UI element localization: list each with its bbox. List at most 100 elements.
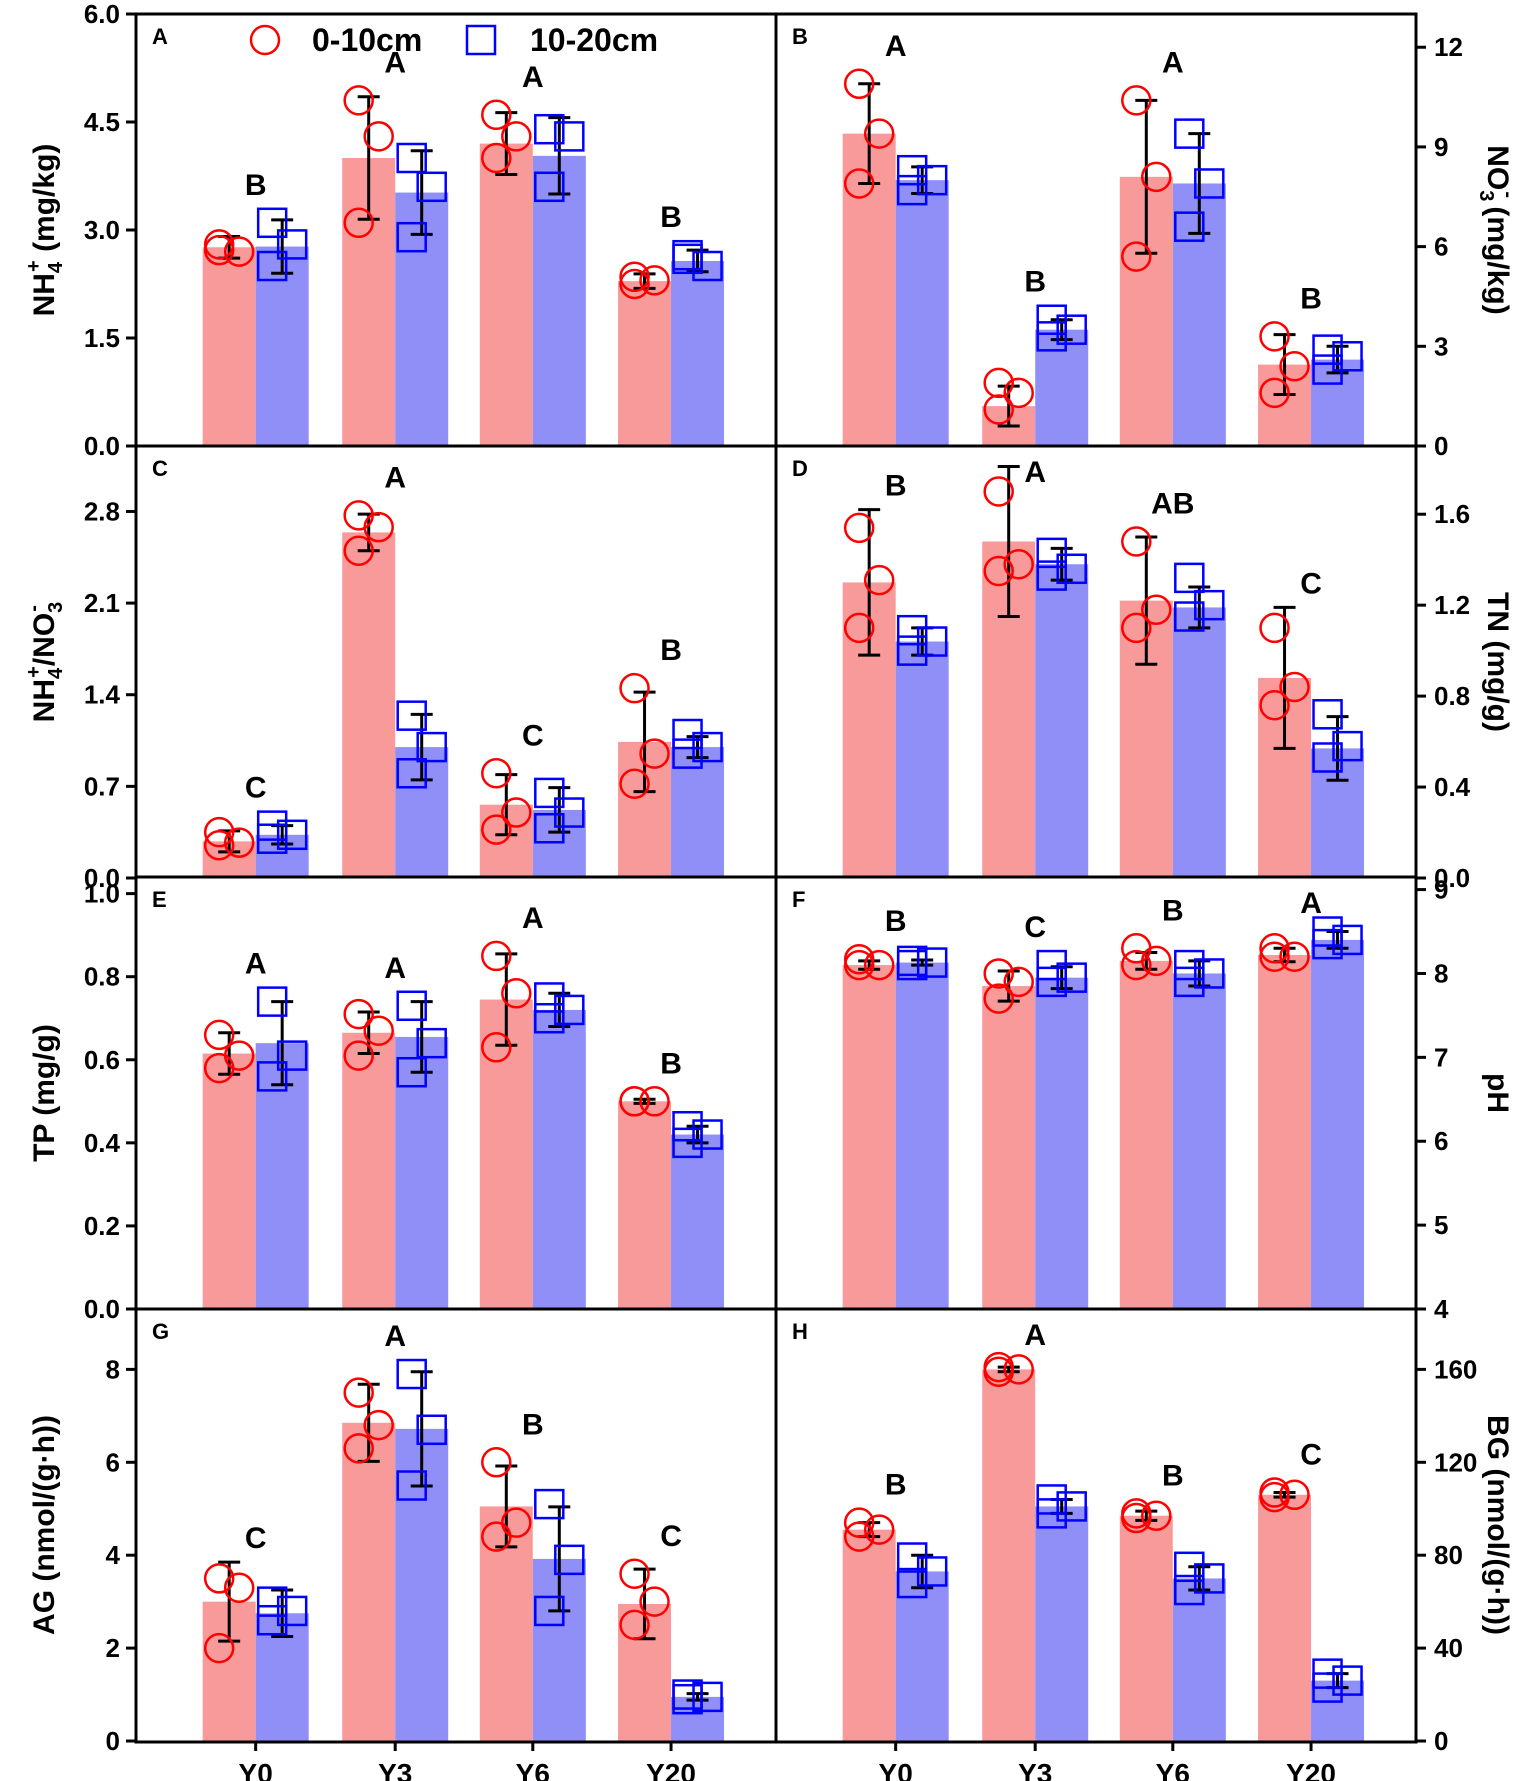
- sig-label-C-Y0: C: [245, 772, 267, 805]
- bar-E-0-10cm-Y20: [618, 1101, 672, 1309]
- frame: Y0 Y3 Y6 Y20 Y0 Y3 Y6 Y20: [134, 12, 1418, 1781]
- point-H-10-20cm-Y3-2: [1056, 1491, 1087, 1522]
- ylabel-tail: (mg/kg): [28, 144, 61, 261]
- point-G-0-10cm-Y6-1: [481, 1447, 512, 1478]
- y-axis-label-F: pH: [1481, 1073, 1514, 1113]
- ytick-label-C-1.4: 1.4: [84, 680, 121, 710]
- point-G-10-20cm-Y0-3: [256, 1604, 288, 1636]
- point-C-10-20cm-Y6-1: [534, 777, 565, 809]
- bar-F-0-10cm-Y6: [1119, 960, 1173, 1309]
- ylabel-main: BG (nmol/(g·h)): [1481, 1415, 1514, 1635]
- point-A-10-20cm-Y3-1: [396, 142, 427, 174]
- point-H-10-20cm-Y6-2: [1194, 1563, 1225, 1594]
- ylabel-superscript-2: -: [23, 605, 45, 612]
- point-C-0-10cm-Y0-3: [203, 830, 235, 861]
- sig-label-D-Y20: C: [1300, 567, 1322, 600]
- point-C-10-20cm-Y20-2: [692, 731, 723, 763]
- sig-label-E-Y3: A: [384, 952, 406, 985]
- point-H-10-20cm-Y20-2: [1332, 1665, 1363, 1696]
- point-A-0-10cm-Y20-2: [639, 265, 670, 296]
- ylabel-superscript: -: [1497, 191, 1519, 198]
- panel-F: B C B A F 4 5 6 7 8 9 pH: [792, 875, 1514, 1324]
- ytick-label-C-2.1: 2.1: [84, 588, 120, 618]
- panel-C: C A C B C 0.0 0.7 1.4 2.1 2.8 NH4+/NO3-: [23, 456, 725, 893]
- point-C-0-10cm-Y6-1: [481, 758, 512, 789]
- panel-letter-A: A: [152, 24, 168, 49]
- bar-G-0-10cm-Y3: [342, 1422, 396, 1741]
- ylabel-main: TN (mg/g): [1481, 592, 1514, 732]
- bar-C-0-10cm-Y3: [342, 532, 396, 878]
- panel-letter-B: B: [792, 24, 808, 49]
- sig-label-G-Y3: A: [384, 1320, 406, 1353]
- ytick-label-H-120: 120: [1434, 1447, 1477, 1477]
- bar-A-10-20cm-Y6: [532, 155, 586, 446]
- point-H-0-10cm-Y3-3: [983, 1356, 1014, 1387]
- point-C-10-20cm-Y3-1: [396, 700, 427, 731]
- ylabel-main: NH: [28, 679, 61, 722]
- point-F-0-10cm-Y0-2: [863, 949, 895, 981]
- point-A-10-20cm-Y0-1: [256, 207, 288, 239]
- point-G-10-20cm-Y3-1: [396, 1358, 427, 1390]
- point-A-10-20cm-Y6-3: [534, 171, 565, 203]
- point-E-10-20cm-Y3-3: [396, 1056, 427, 1088]
- ytick-label-D-0.4: 0.4: [1434, 772, 1471, 802]
- ylabel-tail: (mg/kg): [1481, 198, 1514, 315]
- ytick-label-C-0.7: 0.7: [84, 771, 120, 801]
- point-H-0-10cm-Y0-1: [843, 1507, 875, 1538]
- point-E-10-20cm-Y6-2: [554, 994, 585, 1026]
- y-axis-label-C: NH4+/NO3-: [23, 602, 67, 723]
- ytick-label-B-3: 3: [1434, 331, 1448, 361]
- point-H-0-10cm-Y20-2: [1279, 1479, 1310, 1511]
- point-D-0-10cm-Y6-2: [1141, 594, 1172, 625]
- sig-label-H-Y0: B: [885, 1469, 907, 1502]
- point-D-10-20cm-Y3-2: [1056, 553, 1087, 585]
- point-C-0-10cm-Y3-3: [343, 535, 374, 566]
- y-axis-label-E: TP (mg/g): [28, 1024, 61, 1162]
- point-F-10-20cm-Y20-3: [1312, 928, 1343, 960]
- point-F-10-20cm-Y3-3: [1036, 966, 1067, 998]
- sig-label-G-Y6: B: [522, 1408, 544, 1441]
- legend: 0-10cm 10-20cm: [249, 22, 658, 58]
- ytick-label-H-160: 160: [1434, 1354, 1477, 1384]
- ytick-label-C-0.0: 0.0: [84, 863, 120, 893]
- point-G-0-10cm-Y6-3: [481, 1521, 512, 1552]
- point-G-0-10cm-Y20-1: [619, 1558, 650, 1590]
- sig-label-H-Y6: B: [1162, 1459, 1184, 1492]
- bar-E-0-10cm-Y0: [202, 1053, 256, 1309]
- bar-F-0-10cm-Y0: [842, 965, 896, 1309]
- ytick-label-F-7: 7: [1434, 1042, 1448, 1072]
- x-category-label-Y0: Y0: [879, 1758, 913, 1781]
- point-G-0-10cm-Y0-3: [203, 1632, 235, 1664]
- ylabel-subscript: 3: [1475, 190, 1497, 201]
- point-B-0-10cm-Y20-1: [1259, 321, 1290, 352]
- point-B-0-10cm-Y20-3: [1259, 377, 1290, 409]
- ytick-label-H-80: 80: [1434, 1540, 1463, 1570]
- point-H-0-10cm-Y3-2: [1003, 1354, 1034, 1385]
- bar-H-10-20cm-Y6: [1172, 1578, 1226, 1741]
- point-E-0-10cm-Y3-1: [343, 998, 374, 1030]
- point-B-0-10cm-Y3-2: [1003, 377, 1034, 409]
- point-D-0-10cm-Y20-3: [1259, 689, 1290, 721]
- point-C-10-20cm-Y20-3: [672, 738, 703, 769]
- sig-label-G-Y0: C: [245, 1522, 267, 1555]
- ytick-label-H-0: 0: [1434, 1726, 1448, 1756]
- point-B-10-20cm-Y3-3: [1036, 321, 1067, 352]
- ytick-label-D-0.0: 0.0: [1434, 863, 1470, 893]
- bar-D-10-20cm-Y6: [1172, 607, 1226, 878]
- point-D-10-20cm-Y0-3: [896, 635, 928, 666]
- point-D-0-10cm-Y0-3: [843, 612, 875, 644]
- legend-marker-0-10cm: [249, 24, 281, 56]
- panel-letter-H: H: [792, 1319, 808, 1344]
- sig-label-D-Y0: B: [885, 470, 907, 503]
- x-category-label-Y6: Y6: [1156, 1758, 1190, 1781]
- point-A-10-20cm-Y6-1: [534, 113, 565, 145]
- ylabel-superscript: +: [23, 260, 45, 272]
- point-B-10-20cm-Y3-2: [1056, 314, 1087, 345]
- bar-D-10-20cm-Y3: [1035, 564, 1089, 878]
- point-E-10-20cm-Y20-1: [672, 1110, 703, 1142]
- point-F-0-10cm-Y20-2: [1279, 941, 1310, 972]
- point-C-10-20cm-Y3-3: [396, 758, 427, 789]
- ylabel-main: AG (nmol/(g·h)): [28, 1415, 61, 1635]
- point-G-10-20cm-Y6-3: [534, 1595, 565, 1627]
- point-C-10-20cm-Y0-2: [276, 819, 308, 851]
